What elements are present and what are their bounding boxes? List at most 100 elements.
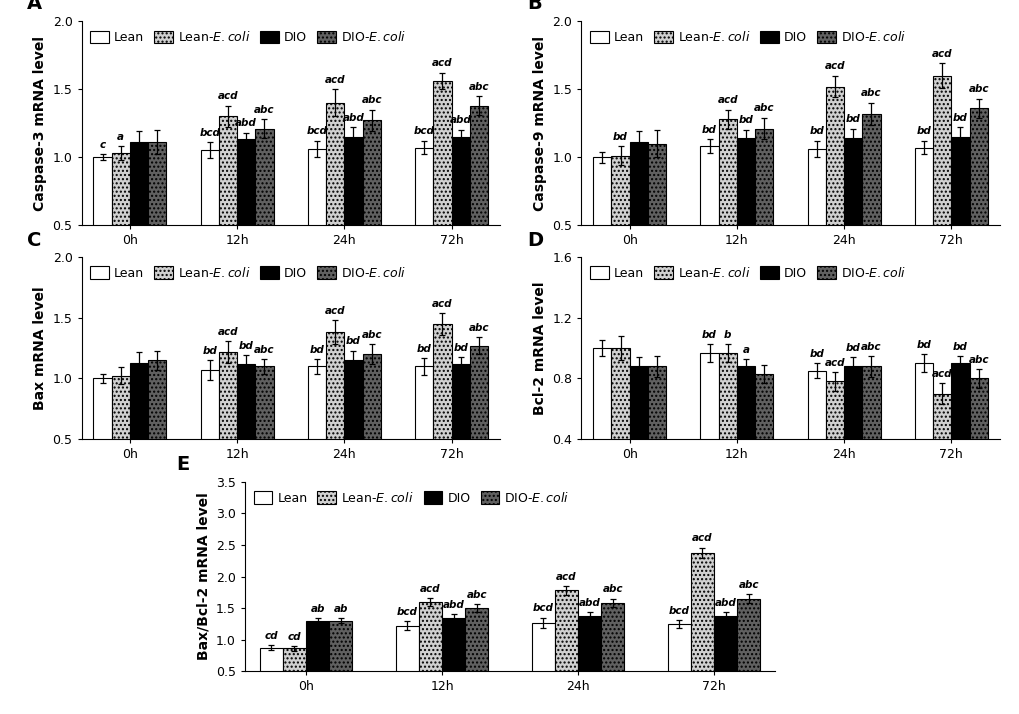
Bar [129,363,148,500]
Y-axis label: Caspase-3 mRNA level: Caspase-3 mRNA level [33,36,47,211]
Text: abd: abd [235,119,257,129]
Text: abc: abc [602,585,623,595]
Text: acd: acd [931,49,952,59]
Text: abd: abd [342,113,364,123]
Bar [629,142,647,293]
Bar [718,353,736,500]
Text: acd: acd [432,299,452,309]
Text: bd: bd [916,340,930,350]
Bar [344,360,362,500]
Text: ab: ab [310,604,324,614]
Bar [736,138,754,293]
Text: bd: bd [845,343,860,353]
Bar [690,553,713,703]
Bar [969,378,986,500]
Bar [308,149,326,293]
Bar [531,623,554,703]
Bar [700,146,718,293]
Text: abc: abc [254,105,274,115]
Bar [329,620,352,703]
Text: abc: abc [361,331,381,341]
Bar [415,148,433,293]
Bar [629,366,647,500]
Text: abc: abc [860,89,880,99]
Bar [433,81,451,293]
Bar [554,590,578,703]
Bar [861,114,879,293]
Text: bd: bd [612,132,628,142]
Legend: Lean, Lean-$\it{E.coli}$, DIO, DIO-$\it{E.coli}$: Lean, Lean-$\it{E.coli}$, DIO, DIO-$\it{… [88,263,409,282]
Text: acd: acd [432,59,452,69]
Bar [201,151,219,293]
Text: bd: bd [701,330,716,340]
Bar [326,332,344,500]
Y-axis label: Bcl-2 mRNA level: Bcl-2 mRNA level [532,281,546,415]
Text: acd: acd [325,75,345,85]
Text: acd: acd [931,369,952,379]
Bar [419,602,441,703]
Text: b: b [723,330,731,340]
Text: abc: abc [254,345,274,355]
Text: bcd: bcd [532,603,553,613]
Text: A: A [28,0,43,14]
Text: bd: bd [809,349,823,359]
Bar [236,139,255,293]
Bar [344,137,362,293]
Bar [736,366,754,500]
Bar [951,363,969,500]
Legend: Lean, Lean-$\it{E.coli}$, DIO, DIO-$\it{E.coli}$: Lean, Lean-$\it{E.coli}$, DIO, DIO-$\it{… [587,28,908,46]
Text: acd: acd [325,306,345,316]
Bar [94,157,111,293]
Bar [255,366,273,500]
Bar [326,103,344,293]
Bar [951,137,969,293]
Bar [255,129,273,293]
Bar [201,370,219,500]
Text: bd: bd [310,345,324,355]
Bar [825,86,844,293]
Bar [754,129,772,293]
Text: bd: bd [952,113,967,123]
Text: acd: acd [555,572,576,582]
Bar [415,366,433,500]
Bar [433,324,451,500]
Bar [754,374,772,500]
Bar [451,364,470,500]
Text: cd: cd [287,632,301,642]
Bar [647,366,665,500]
Bar [647,144,665,293]
Y-axis label: Caspase-9 mRNA level: Caspase-9 mRNA level [532,36,546,211]
Bar [94,378,111,500]
Text: abc: abc [860,342,880,352]
Bar [470,106,487,293]
Bar [148,360,166,500]
Bar [844,366,861,500]
Text: bd: bd [417,343,431,353]
Legend: Lean, Lean-$\it{E.coli}$, DIO, DIO-$\it{E.coli}$: Lean, Lean-$\it{E.coli}$, DIO, DIO-$\it{… [88,28,409,46]
Text: acd: acd [217,91,238,101]
Text: c: c [99,140,106,150]
Text: bd: bd [701,125,716,135]
Bar [844,138,861,293]
Text: bcd: bcd [396,607,418,617]
Text: bcd: bcd [199,128,220,138]
Bar [718,119,736,293]
Text: ab: ab [333,604,347,614]
Bar [825,381,844,500]
Bar [610,348,629,500]
Bar [395,625,419,703]
Bar [129,142,148,293]
Text: bd: bd [202,346,217,356]
Text: bcd: bcd [414,126,434,136]
Bar [737,598,759,703]
Bar [914,363,932,500]
Text: a: a [742,345,749,355]
Text: cd: cd [264,631,278,641]
Bar [282,648,306,703]
Y-axis label: Bax/Bcl-2 mRNA level: Bax/Bcl-2 mRNA level [196,493,210,660]
Bar [451,137,470,293]
Text: bd: bd [845,114,860,124]
Text: acd: acd [824,61,845,71]
Text: bd: bd [916,126,930,136]
Bar [236,364,255,500]
